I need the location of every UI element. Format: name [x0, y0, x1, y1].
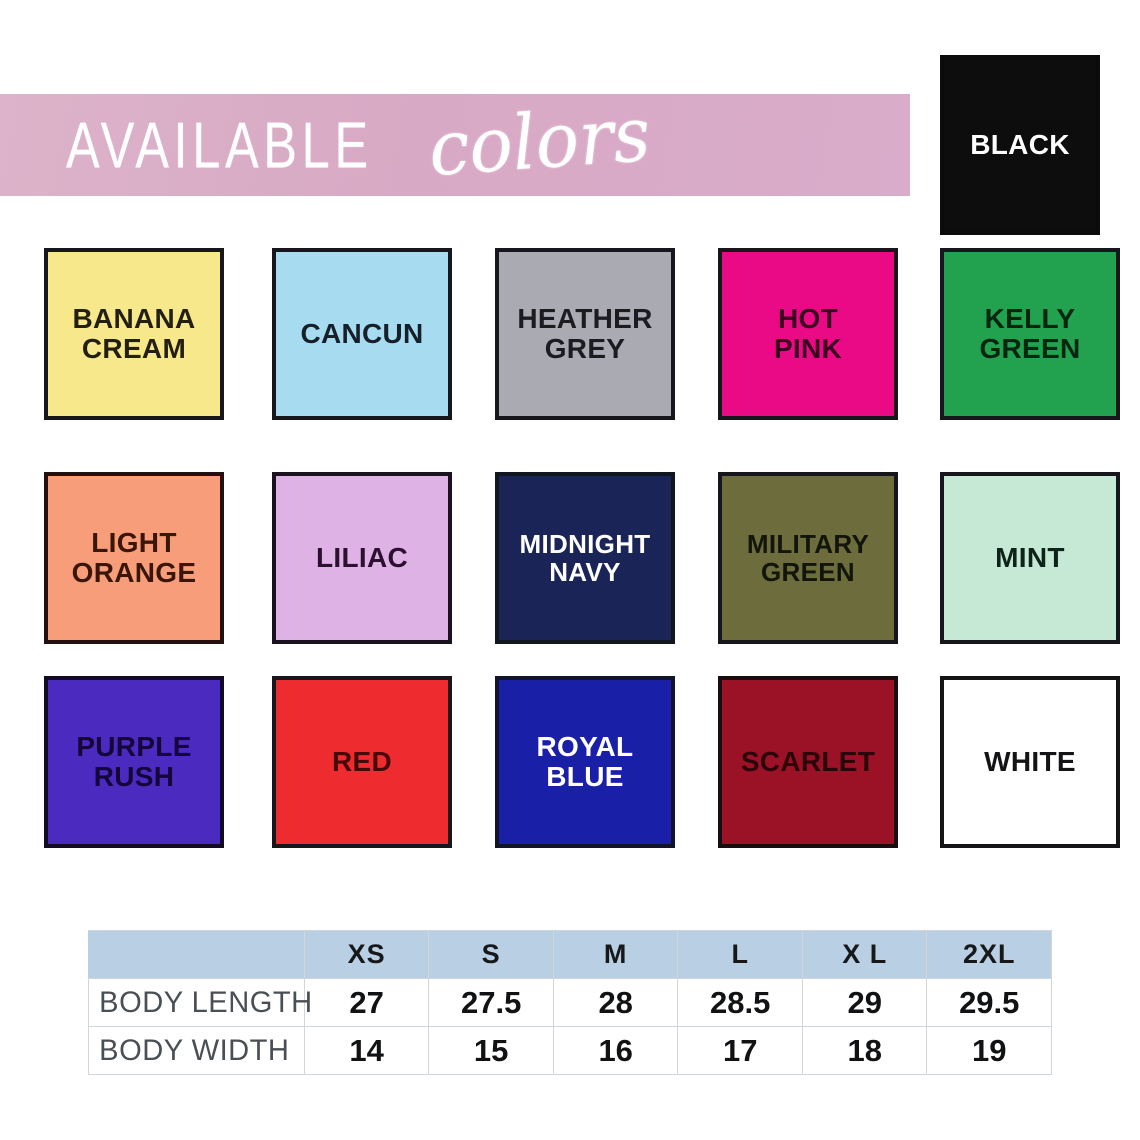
swatch-label: MIDNIGHT NAVY [519, 528, 651, 587]
body-width-2xl: 19 [926, 1026, 1052, 1075]
size-header-xl: X L [801, 930, 928, 979]
swatch-label: ROYAL BLUE [536, 730, 634, 792]
swatch-label: MILITARY GREEN [746, 528, 870, 587]
banner-title-colors-script: colors [426, 89, 654, 193]
swatch-label: HOT PINK [773, 302, 843, 364]
swatch-label: BANANA CREAM [72, 302, 196, 364]
body-length-m: 28 [552, 978, 679, 1027]
available-colors-banner: AVAILABLE colors [0, 89, 910, 196]
color-swatch-kelly-green[interactable]: KELLY GREEN [940, 248, 1120, 420]
swatch-label: PURPLE RUSH [76, 730, 192, 792]
swatch-label: BLACK [970, 128, 1070, 160]
swatch-label: LIGHT ORANGE [71, 526, 197, 588]
row-label-body-length: BODY LENGTH [88, 978, 312, 1027]
body-width-l: 17 [677, 1026, 803, 1075]
size-header-m: M [552, 930, 679, 979]
body-width-xl: 18 [801, 1026, 928, 1075]
color-swatch-black[interactable]: BLACK [940, 55, 1100, 235]
color-swatch-light-orange[interactable]: LIGHT ORANGE [44, 472, 224, 644]
body-length-2xl: 29.5 [926, 978, 1052, 1027]
color-swatch-midnight-navy[interactable]: MIDNIGHT NAVY [495, 472, 675, 644]
swatch-label: CANCUN [300, 317, 424, 349]
color-swatch-mint[interactable]: MINT [940, 472, 1120, 644]
size-header-l: L [677, 930, 803, 979]
color-swatch-purple-rush[interactable]: PURPLE RUSH [44, 676, 224, 848]
body-width-xs: 14 [303, 1026, 430, 1075]
size-header-2xl: 2XL [926, 930, 1052, 979]
color-swatch-heather-grey[interactable]: HEATHER GREY [495, 248, 675, 420]
row-label-body-width: BODY WIDTH [88, 1026, 299, 1075]
swatch-label: SCARLET [740, 745, 876, 777]
color-swatch-banana-cream[interactable]: BANANA CREAM [44, 248, 224, 420]
body-width-s: 15 [428, 1026, 554, 1075]
swatch-label: HEATHER GREY [517, 302, 653, 364]
body-width-m: 16 [552, 1026, 679, 1075]
size-header-s: S [428, 930, 554, 979]
size-header-xs: XS [303, 930, 430, 979]
color-swatch-liliac[interactable]: LILIAC [272, 472, 452, 644]
size-chart-table: XS S M L X L 2XL BODY LENGTH 27 27.5 28 … [88, 930, 1052, 1075]
swatch-label: MINT [995, 541, 1065, 573]
color-swatch-military-green[interactable]: MILITARY GREEN [718, 472, 898, 644]
body-length-l: 28.5 [677, 978, 803, 1027]
size-header-row: XS S M L X L 2XL [88, 930, 1052, 979]
banner-text-group: AVAILABLE colors [0, 89, 910, 196]
size-table-header: XS S M L X L 2XL [88, 930, 1052, 979]
banner-title-available: AVAILABLE [66, 107, 373, 181]
swatch-label: KELLY GREEN [979, 302, 1081, 364]
color-swatch-white[interactable]: WHITE [940, 676, 1120, 848]
table-row: BODY LENGTH 27 27.5 28 28.5 29 29.5 [88, 978, 1052, 1027]
size-table-corner-cell [88, 930, 305, 979]
swatch-label: WHITE [984, 745, 1076, 777]
color-swatch-cancun[interactable]: CANCUN [272, 248, 452, 420]
color-swatch-hot-pink[interactable]: HOT PINK [718, 248, 898, 420]
color-swatch-red[interactable]: RED [272, 676, 452, 848]
body-length-xs: 27 [303, 978, 430, 1027]
swatch-label: LILIAC [315, 541, 408, 573]
swatch-label: RED [331, 745, 393, 777]
body-length-s: 27.5 [428, 978, 554, 1027]
color-swatch-scarlet[interactable]: SCARLET [718, 676, 898, 848]
table-row: BODY WIDTH 14 15 16 17 18 19 [88, 1026, 1052, 1075]
size-table-body: BODY LENGTH 27 27.5 28 28.5 29 29.5 BODY… [88, 978, 1052, 1075]
body-length-xl: 29 [801, 978, 928, 1027]
color-swatch-royal-blue[interactable]: ROYAL BLUE [495, 676, 675, 848]
